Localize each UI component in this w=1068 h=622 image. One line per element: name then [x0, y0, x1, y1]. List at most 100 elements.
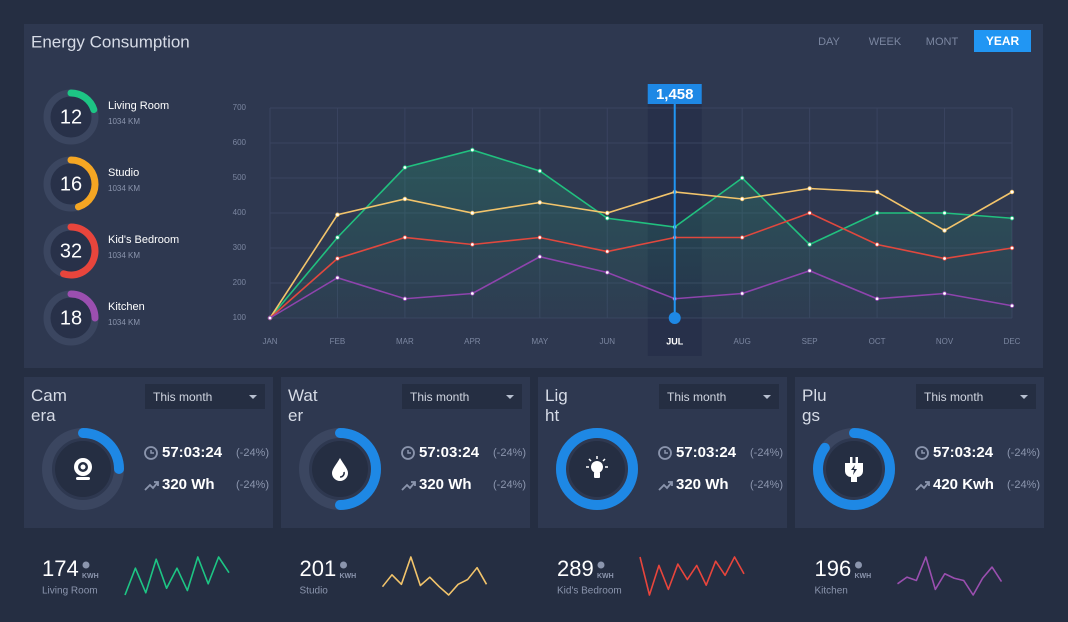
- highlight-tooltip: [647, 84, 702, 104]
- x-tick-label: JAN: [262, 337, 277, 346]
- x-tick-label: DEC: [1004, 337, 1021, 346]
- point: [335, 275, 340, 280]
- room-sub: 1034 KM: [108, 251, 140, 260]
- dropdown[interactable]: [402, 384, 522, 409]
- dropdown-caret[interactable]: [1020, 395, 1028, 399]
- ring-progress: [67, 156, 99, 211]
- clock-hand: [150, 450, 154, 454]
- y-tick-label: 600: [233, 138, 247, 147]
- line: [269, 187, 1013, 319]
- device-change: (-24%): [236, 447, 269, 459]
- clock-hand: [407, 450, 411, 454]
- point: [807, 242, 812, 247]
- point: [739, 291, 745, 296]
- stat-value: 289: [557, 556, 594, 581]
- device-change: (-24%): [750, 479, 783, 491]
- device-change: (-24%): [750, 447, 783, 459]
- device-energy: 320 Wh: [419, 476, 472, 493]
- point: [605, 270, 610, 275]
- tab-active[interactable]: YEAR: [986, 34, 1020, 48]
- point: [402, 165, 408, 170]
- stat-value: 196: [815, 556, 852, 581]
- device-time: 57:03:24: [676, 444, 737, 461]
- stat-unit: KWH: [597, 573, 614, 580]
- x-tick-label: MAR: [396, 337, 414, 346]
- device-title: Cam era: [31, 386, 67, 425]
- dropdown-label[interactable]: This month: [153, 390, 212, 404]
- device-energy: 320 Wh: [162, 476, 215, 493]
- device-change: (-24%): [1007, 447, 1040, 459]
- point: [807, 268, 812, 273]
- device-time: 57:03:24: [162, 444, 223, 461]
- tab[interactable]: WEEK: [869, 36, 902, 48]
- device-energy: 420 Kwh: [933, 476, 994, 493]
- y-tick-label: 200: [233, 278, 247, 287]
- point: [874, 242, 880, 247]
- point: [470, 210, 475, 216]
- point: [605, 210, 610, 216]
- device-change: (-24%): [236, 479, 269, 491]
- point: [402, 296, 408, 301]
- clock-icon: [915, 446, 929, 460]
- dropdown-caret[interactable]: [506, 395, 514, 399]
- y-tick-label: 500: [233, 173, 247, 182]
- point: [537, 200, 543, 205]
- y-tick-label: 300: [233, 243, 247, 252]
- x-tick-label: NOV: [936, 337, 954, 346]
- device-time: 57:03:24: [933, 444, 994, 461]
- device-title: Plu gs: [802, 386, 827, 425]
- icon: [602, 458, 606, 462]
- room-sub: 1034 KM: [108, 117, 140, 126]
- tab[interactable]: MONT: [926, 36, 959, 48]
- clock-icon: [658, 446, 672, 460]
- dropdown-caret[interactable]: [763, 395, 771, 399]
- room-sub: 1034 KM: [108, 184, 140, 193]
- stat-label: Kitchen: [815, 586, 848, 597]
- x-tick-label: SEP: [802, 337, 818, 346]
- dropdown-label[interactable]: This month: [410, 390, 469, 404]
- dropdown-label[interactable]: This month: [667, 390, 726, 404]
- stat-unit: KWH: [82, 573, 99, 580]
- icon: [591, 461, 603, 473]
- stat-unit: KWH: [340, 573, 357, 580]
- stat-label: Studio: [300, 586, 329, 597]
- tab[interactable]: DAY: [818, 36, 840, 48]
- point: [335, 235, 340, 240]
- dropdown-caret[interactable]: [249, 395, 257, 399]
- point: [739, 175, 745, 181]
- dropdown[interactable]: [659, 384, 779, 409]
- room-label: Kid's Bedroom: [108, 234, 179, 246]
- tab-active-bg[interactable]: [974, 30, 1031, 52]
- point: [942, 228, 947, 233]
- point: [402, 196, 408, 202]
- room-value: 18: [60, 307, 82, 329]
- dropdown[interactable]: [145, 384, 265, 409]
- x-tick-label: MAY: [531, 337, 548, 346]
- room-value: 16: [60, 173, 82, 195]
- clock-icon: [144, 446, 158, 460]
- x-tick-label: JUL: [666, 336, 684, 346]
- stat-value: 174: [42, 556, 79, 581]
- dropdown-label[interactable]: This month: [924, 390, 983, 404]
- room-label: Studio: [108, 167, 139, 179]
- x-tick-label: AUG: [734, 337, 751, 346]
- y-tick-label: 100: [233, 313, 247, 322]
- point: [537, 168, 543, 174]
- stat-label: Living Room: [42, 586, 98, 597]
- highlight-dot: [668, 312, 681, 324]
- stat-label: Kid's Bedroom: [557, 586, 622, 597]
- dropdown[interactable]: [916, 384, 1036, 409]
- device-time: 57:03:24: [419, 444, 480, 461]
- stat-dot: [82, 561, 90, 569]
- point: [605, 249, 610, 254]
- point: [1009, 216, 1015, 221]
- point: [1009, 189, 1015, 195]
- icon: [594, 472, 600, 478]
- icon: [855, 457, 858, 464]
- point: [470, 291, 475, 296]
- device-change: (-24%): [493, 447, 526, 459]
- point: [470, 147, 475, 153]
- device-title: Wat er: [288, 386, 318, 425]
- clock-hand: [664, 450, 668, 454]
